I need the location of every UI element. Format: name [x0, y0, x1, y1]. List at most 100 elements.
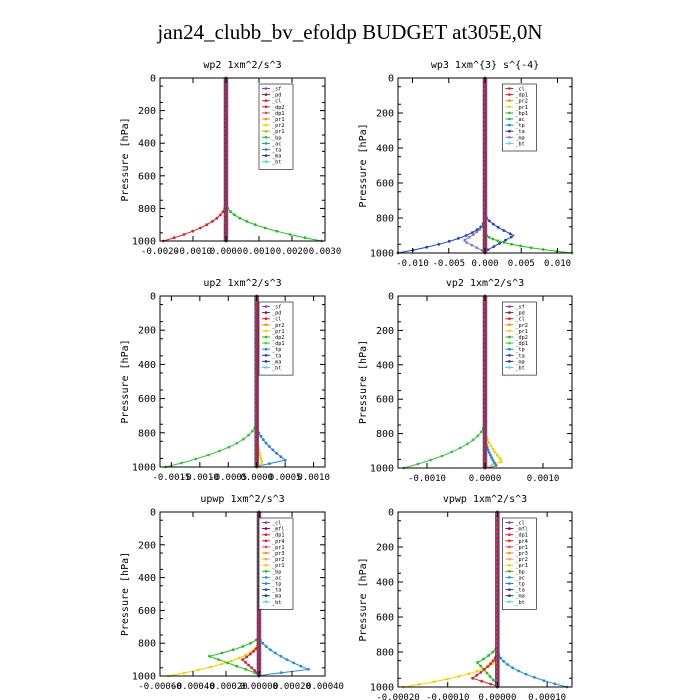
- zero-profile-marker: [224, 125, 228, 129]
- zero-profile-marker: [255, 311, 259, 315]
- legend-label: _bt: [272, 160, 281, 166]
- zero-profile-marker: [224, 149, 228, 153]
- y-tick-label: 1000: [370, 464, 394, 475]
- series-marker: [502, 659, 505, 663]
- zero-profile-marker: [257, 625, 261, 629]
- legend-marker: [264, 335, 268, 339]
- legend-marker: [508, 594, 511, 597]
- series-marker: [182, 671, 186, 675]
- zero-profile-marker: [224, 162, 228, 166]
- zero-profile-marker: [224, 186, 228, 190]
- legend-label: _ac: [272, 141, 281, 147]
- y-tick-label: 200: [376, 543, 394, 554]
- y-tick-label: 800: [138, 639, 156, 650]
- zero-profile-marker: [224, 158, 228, 161]
- legend-label: _pd: [272, 311, 281, 317]
- legend-marker: [508, 588, 511, 591]
- legend-marker: [508, 111, 511, 115]
- legend-marker: [264, 570, 268, 573]
- series-marker: [218, 449, 221, 453]
- legend-label: _mfl: [515, 527, 528, 533]
- zero-profile-marker: [495, 558, 499, 562]
- chart-title: wp3 1xm^{3} s^{-4}: [431, 60, 539, 71]
- zero-profile-marker: [255, 427, 259, 430]
- series-marker: [502, 229, 506, 232]
- zero-profile-marker: [495, 650, 499, 654]
- zero-profile-marker: [483, 220, 487, 224]
- zero-profile-marker: [483, 111, 487, 115]
- series-marker: [261, 641, 265, 645]
- series-marker: [447, 239, 451, 243]
- series-marker: [252, 650, 256, 653]
- series-marker: [250, 666, 254, 670]
- x-tick-label: 0.0000: [210, 247, 243, 257]
- series-marker: [182, 233, 186, 236]
- series-marker: [471, 676, 474, 680]
- zero-profile-marker: [495, 654, 499, 658]
- legend-label: _sf: [272, 87, 281, 93]
- x-tick-label: -0.00010: [426, 693, 469, 700]
- legend-marker: [264, 347, 268, 351]
- zero-profile-marker: [495, 593, 499, 597]
- series-marker: [488, 675, 492, 678]
- zero-profile-marker: [255, 431, 259, 435]
- zero-profile-marker: [483, 124, 487, 128]
- series-marker: [475, 669, 479, 673]
- zero-profile-marker: [483, 320, 487, 324]
- zero-profile-marker: [483, 445, 487, 448]
- legend-label: _pr1: [272, 117, 285, 123]
- zero-profile-marker: [224, 145, 228, 149]
- zero-profile-marker: [255, 444, 259, 448]
- y-tick-label: 0: [150, 74, 156, 85]
- x-tick-label: -0.0010: [181, 473, 219, 483]
- y-tick-label: 0: [388, 508, 394, 519]
- zero-profile-marker: [495, 545, 499, 549]
- series-marker: [264, 645, 268, 648]
- legend-marker: [508, 93, 511, 96]
- zero-profile-marker: [495, 580, 499, 584]
- zero-profile-marker: [483, 150, 487, 154]
- series-marker: [241, 645, 245, 648]
- zero-profile-marker: [483, 406, 487, 410]
- series-marker: [259, 434, 263, 438]
- zero-profile-marker: [483, 328, 487, 332]
- legend-label: _pr1: [515, 329, 528, 335]
- zero-profile-marker: [224, 133, 228, 137]
- zero-profile-marker: [483, 324, 487, 328]
- series-marker: [244, 660, 247, 664]
- series-marker: [517, 669, 521, 673]
- zero-profile-marker: [255, 439, 259, 443]
- zero-profile-marker: [483, 341, 487, 345]
- legend-marker: [264, 87, 268, 90]
- zero-profile-marker: [224, 113, 228, 117]
- legend-label: _bt: [515, 141, 524, 147]
- zero-profile-marker: [224, 92, 228, 96]
- series-marker: [506, 663, 509, 666]
- legend-label: _bp: [272, 569, 281, 575]
- series-marker: [249, 652, 252, 656]
- series-marker: [457, 237, 460, 240]
- zero-profile-marker: [483, 115, 487, 119]
- legend-label: _dp1: [515, 533, 528, 539]
- legend-marker: [508, 136, 511, 139]
- legend-marker: [264, 341, 268, 345]
- series-group: [161, 76, 324, 243]
- legend-marker: [264, 545, 268, 549]
- zero-profile-marker: [224, 231, 228, 235]
- zero-profile-marker: [495, 646, 499, 650]
- legend-label: _pr1: [272, 329, 285, 335]
- y-tick-label: 800: [138, 428, 156, 439]
- legend-label: _ma: [515, 135, 524, 141]
- chart-title: vp2 1xm^2/s^3: [446, 278, 524, 289]
- chart-panel-5: upwp 1xm^2/s^3 Pressure [hPa] 0 200 400 600 80…: [120, 494, 344, 692]
- legend-box: [502, 301, 537, 376]
- legend-label: _dp2: [272, 105, 285, 111]
- legend-label: _ta: [515, 353, 524, 359]
- y-tick-label: 800: [376, 214, 394, 225]
- x-tick-label: 0.00040: [306, 682, 344, 692]
- zero-profile-marker: [483, 453, 487, 457]
- zero-profile-marker: [224, 174, 228, 178]
- chart-title: up2 1xm^2/s^3: [203, 278, 281, 289]
- legend-label: _bt: [272, 366, 281, 372]
- zero-profile-marker: [483, 380, 487, 384]
